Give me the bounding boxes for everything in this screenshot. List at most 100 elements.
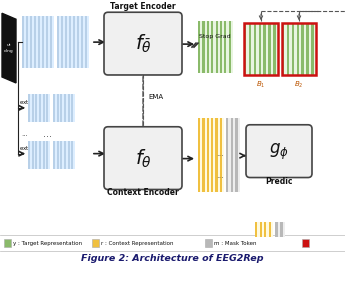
Bar [34, 16, 36, 68]
Bar [26, 16, 28, 68]
Bar [211, 160, 213, 193]
Bar [60, 141, 62, 169]
Bar [43, 94, 45, 122]
Bar [53, 141, 55, 169]
Bar [198, 118, 224, 150]
Bar [268, 222, 271, 237]
Bar [71, 94, 73, 122]
Bar [258, 23, 261, 75]
Bar [215, 139, 217, 171]
Bar [207, 139, 209, 171]
Bar [297, 23, 299, 75]
Bar [39, 94, 41, 122]
Bar [302, 239, 309, 247]
Bar [77, 16, 79, 68]
Bar [255, 222, 273, 237]
Bar [264, 222, 266, 237]
Bar [224, 21, 226, 73]
Bar [198, 21, 200, 73]
Bar [28, 141, 50, 169]
Bar [275, 222, 277, 237]
Bar [68, 94, 69, 122]
Text: $\mathrm{ext:}\ P_1$: $\mathrm{ext:}\ P_1$ [19, 98, 41, 107]
Text: ...: ... [216, 171, 224, 180]
Bar [226, 160, 240, 193]
Bar [38, 16, 40, 68]
Bar [35, 141, 37, 169]
Bar [226, 160, 228, 193]
Bar [28, 94, 50, 122]
Bar [198, 139, 224, 171]
Bar [211, 21, 213, 73]
Polygon shape [2, 13, 16, 83]
Bar [60, 94, 62, 122]
Bar [302, 23, 304, 75]
Bar [207, 160, 209, 193]
Bar [282, 23, 316, 75]
Bar [268, 23, 271, 75]
Bar [306, 23, 309, 75]
Bar [235, 118, 238, 150]
Bar [198, 118, 200, 150]
Bar [198, 21, 233, 73]
Bar [282, 23, 316, 75]
Text: $B_2$: $B_2$ [294, 80, 304, 90]
Bar [65, 16, 67, 68]
Bar [57, 141, 59, 169]
Bar [211, 118, 213, 150]
Text: Figure 2: Architecture of EEG2Rep: Figure 2: Architecture of EEG2Rep [81, 254, 263, 263]
Text: Predic: Predic [265, 176, 293, 185]
Bar [220, 160, 222, 193]
Bar [22, 16, 54, 68]
Bar [57, 16, 89, 68]
Text: $g_\phi$: $g_\phi$ [269, 142, 289, 162]
Bar [64, 94, 66, 122]
Bar [81, 16, 83, 68]
Bar [28, 141, 30, 169]
Bar [207, 21, 209, 73]
Bar [259, 222, 262, 237]
Bar [244, 23, 278, 75]
Bar [202, 118, 205, 150]
Bar [53, 141, 75, 169]
Bar [22, 16, 24, 68]
Text: y : Target Representation: y : Target Representation [13, 241, 82, 246]
Bar [61, 16, 63, 68]
Bar [211, 139, 213, 171]
Bar [235, 160, 238, 193]
Bar [202, 139, 205, 171]
Bar [229, 21, 231, 73]
Bar [235, 139, 238, 171]
Bar [69, 16, 71, 68]
Bar [280, 222, 283, 237]
Text: Context Encoder: Context Encoder [107, 188, 179, 197]
Bar [203, 21, 205, 73]
Bar [215, 160, 217, 193]
Bar [46, 16, 48, 68]
Bar [198, 160, 224, 193]
Text: $\mathrm{ext:}\ P_N$: $\mathrm{ext:}\ P_N$ [19, 144, 42, 153]
Bar [226, 118, 228, 150]
Bar [46, 94, 48, 122]
FancyBboxPatch shape [104, 12, 182, 75]
Text: ut
ding: ut ding [4, 44, 14, 53]
Bar [231, 160, 233, 193]
Bar [198, 160, 200, 193]
Bar [244, 23, 278, 75]
Bar [57, 94, 59, 122]
Bar [198, 139, 200, 171]
Bar [30, 16, 32, 68]
Text: EMA: EMA [148, 94, 163, 100]
Bar [287, 23, 289, 75]
Bar [292, 23, 294, 75]
Bar [231, 118, 233, 150]
Bar [226, 139, 240, 171]
Bar [215, 118, 217, 150]
Bar [32, 141, 33, 169]
Text: $f_{\theta}$: $f_{\theta}$ [135, 148, 151, 170]
Bar [254, 23, 256, 75]
Text: ...: ... [22, 131, 28, 137]
Bar [220, 118, 222, 150]
Bar [275, 222, 285, 237]
Text: $B_1$: $B_1$ [256, 80, 266, 90]
